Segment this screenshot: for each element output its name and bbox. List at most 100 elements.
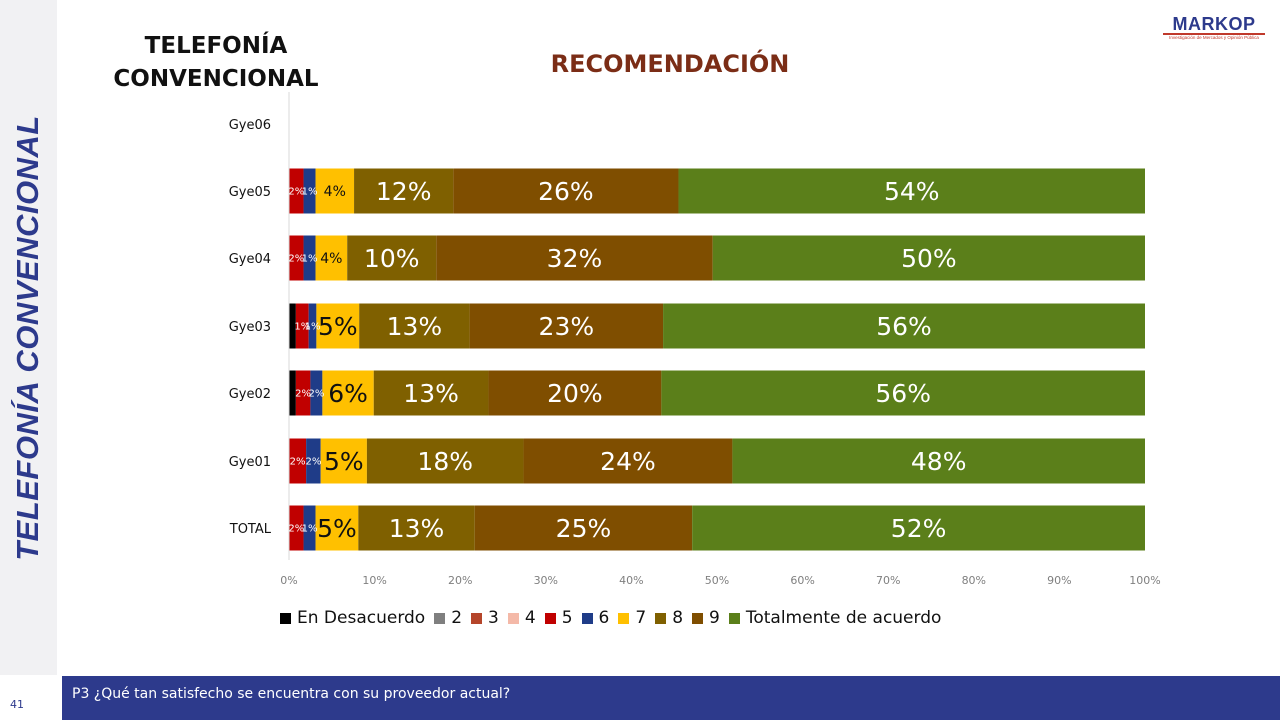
bar-segment xyxy=(523,438,733,484)
legend-label: 3 xyxy=(488,608,499,628)
bar-segment xyxy=(289,235,304,281)
bar-segment xyxy=(453,168,679,214)
category-label: Gye02 xyxy=(229,387,271,402)
data-label: 48% xyxy=(911,447,967,476)
category-label: Gye03 xyxy=(229,320,271,335)
bar-segment xyxy=(663,303,1145,349)
section-title-line-2: CONVENCIONAL xyxy=(113,66,319,92)
data-label: 50% xyxy=(901,244,957,273)
data-label: 2% xyxy=(288,524,304,535)
logo-name: MARKOP xyxy=(1172,14,1256,34)
chart-title: RECOMENDACIÓN xyxy=(550,50,790,78)
data-label: 2% xyxy=(308,389,324,400)
data-label: 2% xyxy=(288,187,304,198)
legend-swatch xyxy=(280,612,291,624)
data-label: 13% xyxy=(389,514,445,543)
x-tick-label: 90% xyxy=(1047,574,1071,587)
legend-swatch xyxy=(471,612,483,624)
legend-label: Totalmente de acuerdo xyxy=(745,608,942,628)
bar-segment xyxy=(354,168,454,214)
data-label: 4% xyxy=(320,251,342,267)
legend-item: 5 xyxy=(544,608,573,628)
data-label: 12% xyxy=(376,177,432,206)
x-tick-label: 60% xyxy=(790,574,814,587)
legend: En Desacuerdo 2 3 4 5 6 7 8 9 Totalmente de acuer… xyxy=(280,606,950,630)
bar-segment xyxy=(469,303,664,349)
bar-segment xyxy=(289,505,304,551)
bar-segment xyxy=(310,370,323,416)
category-label: TOTAL xyxy=(229,522,272,537)
data-label: 6% xyxy=(328,379,368,408)
logo-underline xyxy=(1163,33,1265,35)
bar-segment xyxy=(347,235,437,281)
bar-segment xyxy=(712,235,1145,281)
data-label: 2% xyxy=(288,254,304,265)
legend-item: 8 xyxy=(655,608,683,628)
legend-label: 9 xyxy=(709,608,720,628)
legend-item: 4 xyxy=(507,608,536,628)
x-tick-label: 10% xyxy=(362,574,386,587)
legend-item: En Desacuerdo xyxy=(280,608,425,628)
data-label: 13% xyxy=(387,312,443,341)
bar-segment xyxy=(678,168,1145,214)
bar-segment xyxy=(303,168,316,214)
category-label: Gye06 xyxy=(229,118,271,133)
bar-segment xyxy=(308,303,317,349)
legend-item: Totalmente de acuerdo xyxy=(728,608,942,628)
legend-item: 2 xyxy=(434,608,462,628)
data-label: 2% xyxy=(305,457,321,468)
x-tick-label: 70% xyxy=(876,574,900,587)
bar-segment xyxy=(289,303,296,349)
data-label: 54% xyxy=(884,177,940,206)
legend-item: 9 xyxy=(692,608,720,628)
data-label: 5% xyxy=(317,514,357,543)
data-label: 56% xyxy=(876,312,932,341)
bar-segment xyxy=(289,168,304,214)
legend-item: 3 xyxy=(471,608,499,628)
bar-segment xyxy=(315,168,355,214)
data-label: 1% xyxy=(305,322,321,333)
bar-segment xyxy=(289,438,307,484)
bar-segment xyxy=(474,505,693,551)
bar-segment xyxy=(373,370,489,416)
bar-segment xyxy=(295,370,311,416)
section-title-line-1: TELEFONÍA xyxy=(144,33,288,59)
bar-segment xyxy=(436,235,713,281)
category-label: Gye01 xyxy=(229,455,271,470)
bar-segment xyxy=(732,438,1145,484)
bar-segment xyxy=(322,370,374,416)
x-tick-label: 0% xyxy=(280,574,297,587)
bar-segment xyxy=(315,235,348,281)
legend-swatch xyxy=(544,612,556,624)
legend-swatch xyxy=(581,612,593,624)
legend-swatch xyxy=(692,612,704,624)
logo-tagline: Investigación de Mercados y Opinión Públ… xyxy=(1169,35,1259,40)
data-label: 1% xyxy=(302,187,318,198)
bar-segment xyxy=(289,370,296,416)
bar-segment xyxy=(359,303,470,349)
legend-label: 6 xyxy=(598,608,610,628)
legend-label: 4 xyxy=(524,608,536,628)
bar-segment xyxy=(320,438,367,484)
bar-segment xyxy=(661,370,1145,416)
bar-segment xyxy=(692,505,1145,551)
data-label: 26% xyxy=(538,177,594,206)
legend-swatch xyxy=(728,612,740,624)
legend-swatch xyxy=(618,612,630,624)
page-number: 41 xyxy=(10,698,24,711)
legend-swatch xyxy=(655,612,667,624)
footer-question: P3 ¿Qué tan satisfecho se encuentra con … xyxy=(72,686,511,702)
footer-bar xyxy=(62,676,1280,720)
data-label: 13% xyxy=(403,379,459,408)
bar-segment xyxy=(303,505,316,551)
page-number-box xyxy=(0,676,57,720)
legend-item: 7 xyxy=(618,608,646,628)
x-tick-label: 20% xyxy=(448,574,472,587)
legend-label: 2 xyxy=(451,608,463,628)
legend-swatch xyxy=(434,612,446,624)
data-label: 18% xyxy=(417,447,473,476)
x-tick-label: 50% xyxy=(705,574,729,587)
bar-segment xyxy=(358,505,475,551)
data-label: 32% xyxy=(547,244,603,273)
